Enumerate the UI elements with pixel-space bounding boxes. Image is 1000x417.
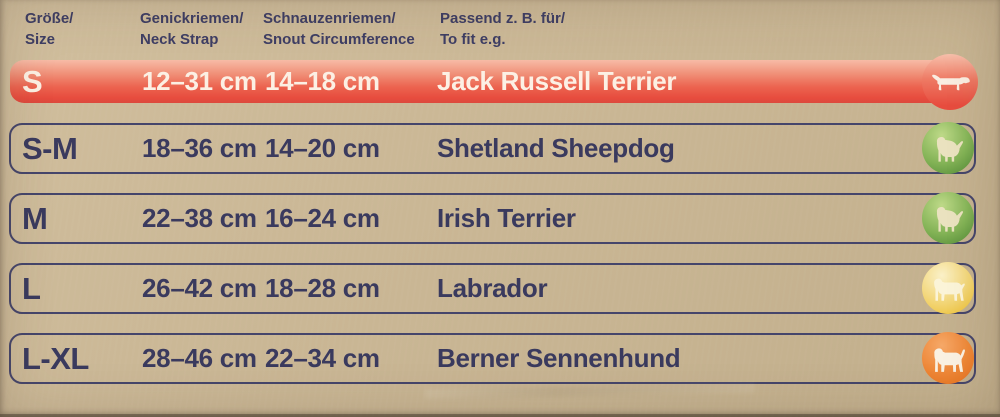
neck-strap-cell: 22–38 cm — [142, 203, 257, 233]
dachshund-icon — [932, 74, 970, 90]
neck-strap-cell: 26–42 cm — [142, 273, 257, 303]
snout-cell: 18–28 cm — [265, 273, 380, 303]
snout-cell: 14–18 cm — [265, 66, 380, 96]
photo-bottom-edge — [0, 414, 1000, 417]
dog-icon-circle — [922, 332, 974, 384]
breed-cell: Berner Sennenhund — [437, 343, 681, 373]
size-cell: S-M — [22, 130, 78, 166]
cardboard-scuff-mark — [424, 383, 756, 399]
column-header-to-fit: Passend z. B. für/To fit e.g. — [440, 10, 566, 48]
dog-icon-circle — [922, 192, 974, 244]
size-cell: S — [22, 63, 43, 99]
shetland-sheepdog-icon — [936, 136, 963, 162]
breed-cell: Labrador — [437, 273, 548, 303]
breed-cell: Irish Terrier — [437, 203, 576, 233]
column-header-snout-circumference: Schnauzenriemen/Snout Circumference — [263, 10, 415, 48]
row-highlight-bar — [10, 60, 950, 103]
table-row-size-s: S 12–31 cm 14–18 cm Jack Russell Terrier — [0, 54, 1000, 112]
column-header-size: Größe/Size — [25, 10, 74, 48]
neck-strap-cell: 28–46 cm — [142, 343, 257, 373]
table-row-size-l: L 26–42 cm 18–28 cm Labrador — [0, 262, 1000, 314]
snout-cell: 16–24 cm — [265, 203, 380, 233]
row-border — [9, 123, 976, 174]
row-border — [9, 333, 976, 384]
berner-sennenhund-icon — [933, 347, 965, 372]
dog-icon-circle — [922, 54, 978, 110]
size-cell: L — [22, 270, 41, 306]
snout-cell: 22–34 cm — [265, 343, 380, 373]
breed-cell: Jack Russell Terrier — [437, 66, 677, 96]
irish-terrier-icon — [936, 206, 963, 232]
table-row-size-s-m: S-M 18–36 cm 14–20 cm Shetland Sheepdog — [0, 122, 1000, 174]
breed-cell: Shetland Sheepdog — [437, 133, 675, 163]
snout-cell: 14–20 cm — [265, 133, 380, 163]
dog-icon-circle — [922, 262, 974, 314]
neck-strap-cell: 12–31 cm — [142, 66, 257, 96]
column-header-neck-strap: Genickriemen/Neck Strap — [140, 10, 244, 48]
neck-strap-cell: 18–36 cm — [142, 133, 257, 163]
table-row-size-l-xl: L-XL 28–46 cm 22–34 cm Berner Sennenhund — [0, 332, 1000, 384]
row-border — [9, 263, 976, 314]
table-row-size-m: M 22–38 cm 16–24 cm Irish Terrier — [0, 192, 1000, 244]
dog-icon-circle — [922, 122, 974, 174]
labrador-icon — [934, 278, 965, 301]
size-cell: M — [22, 200, 48, 236]
size-cell: L-XL — [22, 340, 89, 376]
row-border — [9, 193, 976, 244]
